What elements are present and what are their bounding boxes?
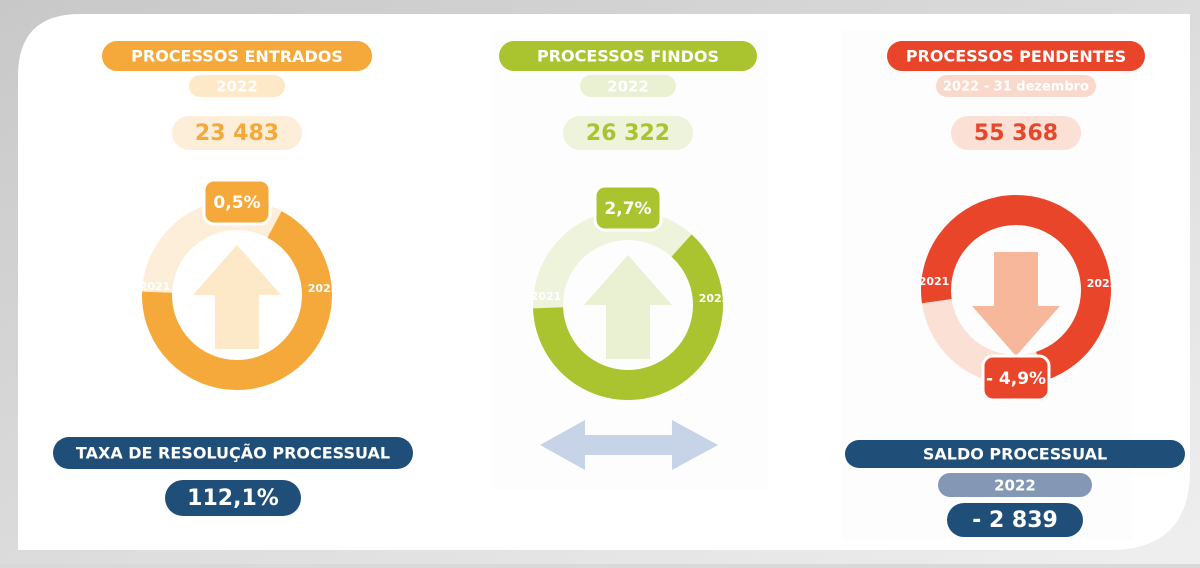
panel-period-box — [580, 75, 676, 97]
panel-value-box — [172, 116, 302, 150]
panel-value-box — [951, 116, 1081, 150]
title-emphasis: PENDENTES — [1019, 47, 1126, 66]
resolution-label-box — [53, 437, 413, 469]
ring-label: 2021 — [919, 275, 950, 288]
balance-period: 2022 — [994, 477, 1036, 495]
panel-title: PROCESSOS PENDENTES — [906, 47, 1126, 66]
title-emphasis: FINDOS — [650, 47, 719, 66]
panel-value: 55 368 — [974, 121, 1058, 146]
panel-period-box — [189, 75, 285, 97]
panel-period: 2022 — [216, 78, 258, 96]
title-emphasis: ENTRADOS — [245, 47, 343, 66]
panel-period-box — [936, 75, 1096, 97]
resolution-value: 112,1% — [187, 486, 279, 511]
panel-value: 23 483 — [195, 121, 279, 146]
trend-arrow — [972, 252, 1060, 356]
balance-value: - 2 839 — [972, 508, 1058, 533]
ring-arc — [921, 195, 1111, 381]
balance-label: SALDO PROCESSUAL — [923, 445, 1107, 464]
resolution-label: TAXA DE RESOLUÇÃO PROCESSUAL — [76, 444, 390, 463]
ring-label: 2022 — [308, 282, 339, 295]
balance-arrow — [540, 420, 718, 470]
panel-title: PROCESSOS FINDOS — [537, 47, 719, 66]
ring-arc — [533, 234, 723, 400]
change-value: 2,7% — [604, 199, 651, 219]
change-box — [593, 184, 663, 232]
balance-period-box — [938, 473, 1092, 497]
ring-label: 2021 — [140, 280, 171, 293]
panel-title-box — [102, 41, 372, 71]
ring-arc — [142, 211, 332, 390]
ring-label: 2022 — [1087, 277, 1118, 290]
panel-period: 2022 - 31 dezembro — [943, 80, 1089, 95]
change-value: - 4,9% — [986, 369, 1046, 389]
trend-arrow — [584, 255, 672, 359]
change-box — [202, 178, 272, 226]
change-box — [981, 354, 1051, 402]
panel-title: PROCESSOS ENTRADOS — [131, 47, 343, 66]
ring-label: 2022 — [699, 292, 730, 305]
balance-value-box — [947, 503, 1083, 537]
trend-arrow — [193, 245, 281, 349]
panel-title-box — [887, 41, 1145, 71]
panel-period: 2022 — [607, 78, 649, 96]
change-value: 0,5% — [213, 193, 260, 213]
resolution-value-box — [165, 480, 301, 516]
ring-label: 2021 — [531, 290, 562, 303]
panel-value-box — [563, 116, 693, 150]
panel-title-box — [499, 41, 757, 71]
panel-value: 26 322 — [586, 121, 670, 146]
balance-label-box — [845, 440, 1185, 468]
